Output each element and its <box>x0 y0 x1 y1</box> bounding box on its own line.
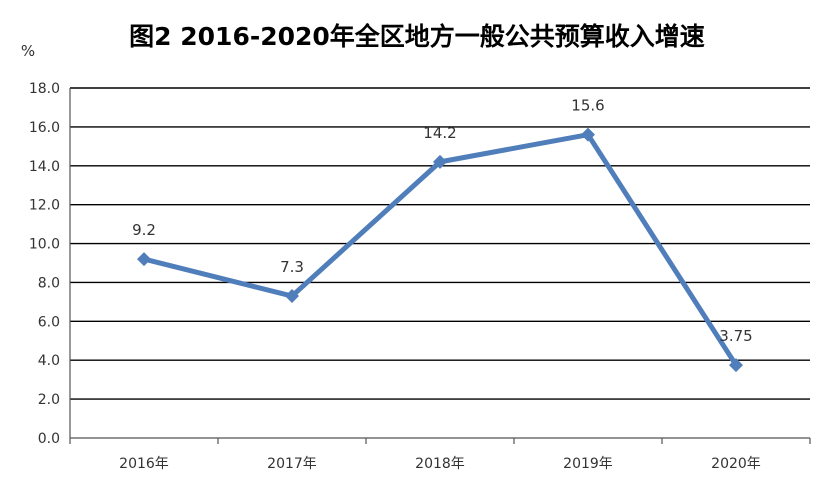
axes <box>69 88 811 444</box>
chart-title: 图2 2016-2020年全区地方一般公共预算收入增速 <box>129 22 705 51</box>
data-label: 9.2 <box>132 221 156 239</box>
y-tick-label: 18.0 <box>29 81 60 97</box>
x-tick-label: 2019年 <box>563 456 613 472</box>
series-layer <box>137 127 743 373</box>
data-label: 3.75 <box>719 327 752 345</box>
data-point-marker <box>137 252 151 267</box>
series-line <box>141 132 739 368</box>
data-label: 15.6 <box>571 97 604 115</box>
y-tick-label: 0.0 <box>38 431 60 447</box>
y-tick-label: 8.0 <box>38 275 60 291</box>
y-tick-label: 6.0 <box>38 314 60 330</box>
y-tick-label: 2.0 <box>38 392 60 408</box>
gridlines <box>70 87 810 400</box>
y-tick-label: 14.0 <box>29 159 60 175</box>
data-point-marker <box>433 154 447 169</box>
y-tick-label: 10.0 <box>29 237 60 253</box>
x-tick-labels: 2016年 2017年 2018年 2019年 2020年 <box>119 456 761 472</box>
x-tick-label: 2017年 <box>267 456 317 472</box>
y-axis-unit-label: % <box>21 42 35 60</box>
data-point-marker <box>729 358 743 373</box>
data-point-marker <box>581 127 595 142</box>
y-tick-label: 12.0 <box>29 198 60 214</box>
x-tick-label: 2020年 <box>711 456 761 472</box>
data-label: 7.3 <box>280 258 304 276</box>
y-tick-label: 4.0 <box>38 353 60 369</box>
data-point-marker <box>285 289 299 304</box>
data-label: 14.2 <box>423 124 456 142</box>
data-labels: 9.2 7.3 14.2 15.6 3.75 <box>132 97 753 345</box>
y-tick-label: 16.0 <box>29 120 60 136</box>
y-tick-labels: 0.0 2.0 4.0 6.0 8.0 10.0 12.0 14.0 16.0 18.0 <box>29 81 60 447</box>
x-tick-label: 2018年 <box>415 456 465 472</box>
x-tick-label: 2016年 <box>119 456 169 472</box>
